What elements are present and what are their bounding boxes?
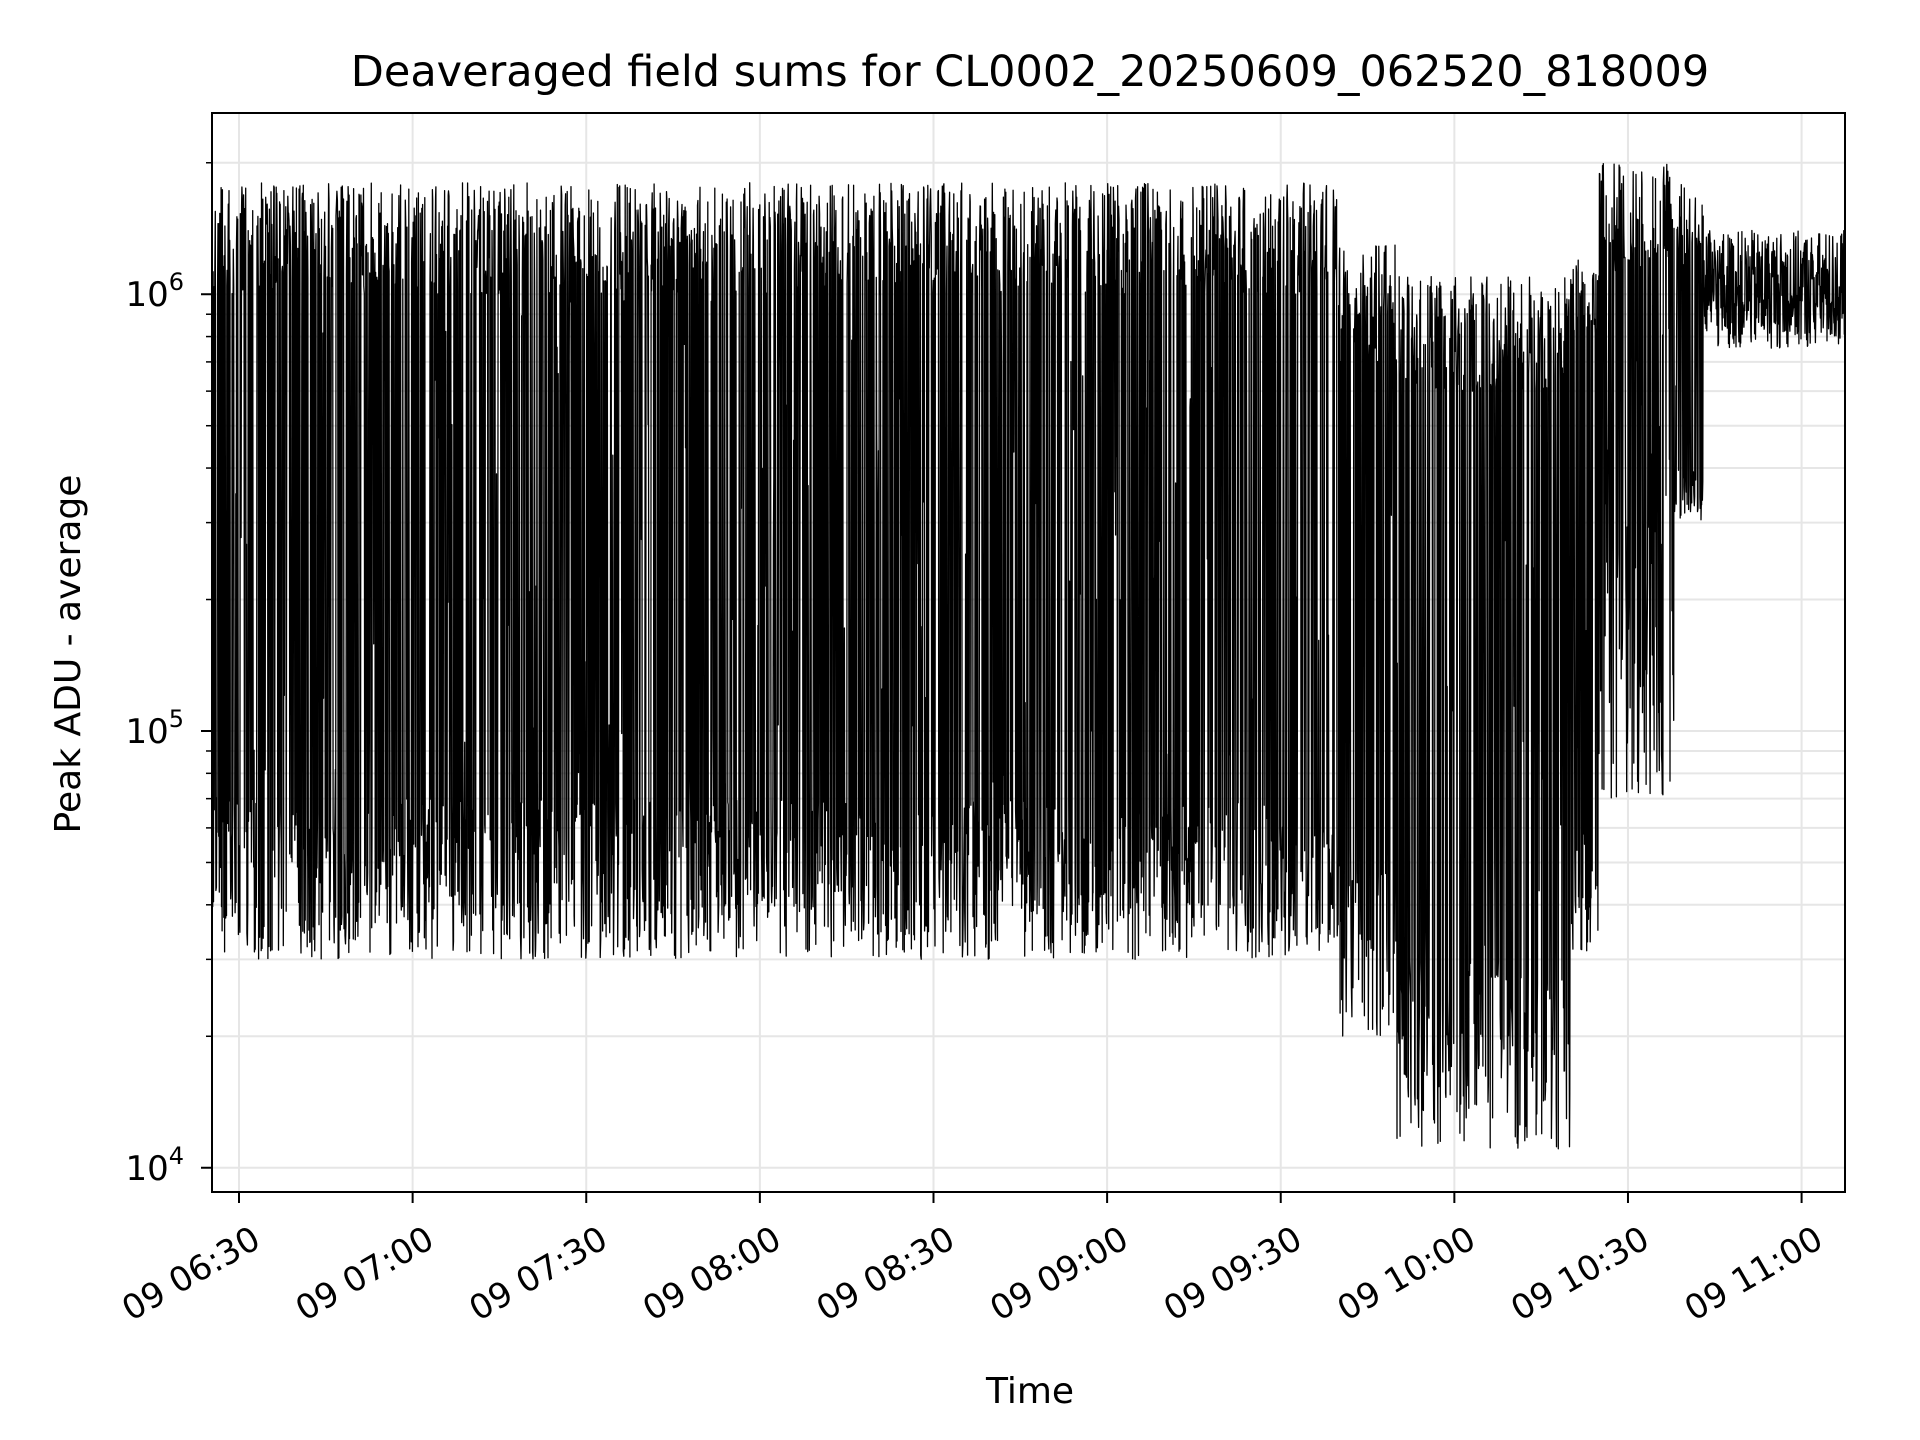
data-series-line xyxy=(211,162,1846,1150)
x-tick-label: 09 10:30 xyxy=(1504,1219,1656,1330)
x-axis-label: Time xyxy=(985,1371,1074,1412)
x-tick-label: 09 07:30 xyxy=(463,1219,615,1330)
y-axis-label: Peak ADU - average xyxy=(48,475,89,834)
x-tick-label: 09 07:00 xyxy=(289,1219,441,1330)
y-tick-label: 106 xyxy=(125,268,184,315)
x-tick-label: 09 09:00 xyxy=(984,1219,1136,1330)
chart-title: Deaveraged field sums for CL0002_2025060… xyxy=(351,47,1710,97)
x-tick-label: 09 10:00 xyxy=(1331,1219,1483,1330)
y-tick-label: 105 xyxy=(125,705,184,752)
x-axis: 09 06:30 09 07:00 09 07:30 09 08:00 09 08:30… xyxy=(115,1192,1830,1330)
line-series-layer xyxy=(211,162,1846,1150)
y-tick-base: 10 xyxy=(125,1149,168,1189)
x-tick-label: 09 08:30 xyxy=(810,1219,962,1330)
y-tick-base: 10 xyxy=(125,275,168,315)
y-tick-label: 104 xyxy=(125,1142,184,1189)
y-tick-exponent: 5 xyxy=(169,705,184,733)
plot-frame xyxy=(211,112,1846,1193)
y-tick-base: 10 xyxy=(125,712,168,752)
y-tick-exponent: 6 xyxy=(169,268,184,296)
x-tick-label: 09 11:00 xyxy=(1678,1219,1830,1330)
y-tick-exponent: 4 xyxy=(169,1142,184,1170)
x-tick-label: 09 09:30 xyxy=(1157,1219,1309,1330)
x-tick-label: 09 06:30 xyxy=(115,1219,267,1330)
x-tick-label: 09 08:00 xyxy=(636,1219,788,1330)
